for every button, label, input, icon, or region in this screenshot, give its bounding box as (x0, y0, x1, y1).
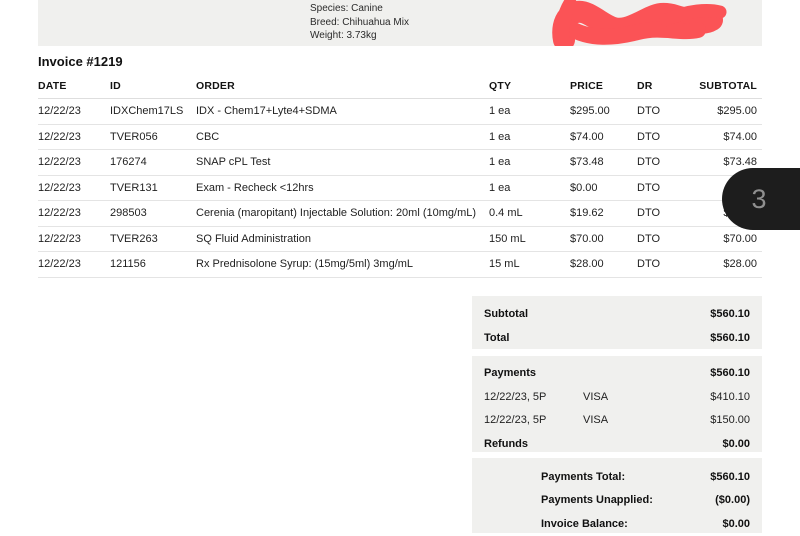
cell-qty: 15 mL (489, 251, 570, 278)
patient-info-band: Species: Canine Breed: Chihuahua Mix Wei… (38, 0, 762, 46)
cell-dr: DTO (637, 251, 699, 278)
cell-order: SNAP cPL Test (196, 149, 489, 176)
payments-unapplied-label: Payments Unapplied: (541, 494, 653, 507)
cell-id: 298503 (110, 200, 196, 227)
cell-subtotal: $70.00 (699, 226, 762, 252)
cell-qty: 1 ea (489, 98, 570, 125)
total-label: Total (484, 332, 510, 344)
table-row: 12/22/23 121156 Rx Prednisolone Syrup: (… (38, 251, 762, 278)
payments-value: $560.10 (710, 367, 750, 379)
cell-dr: DTO (637, 98, 699, 125)
cell-id: TVER056 (110, 124, 196, 150)
table-row: 12/22/23 TVER131 Exam - Recheck <12hrs 1… (38, 175, 762, 201)
cell-qty: 1 ea (489, 124, 570, 150)
cell-id: TVER131 (110, 175, 196, 201)
col-header-price: PRICE (570, 76, 637, 99)
col-header-dr: DR (637, 76, 699, 99)
refunds-label: Refunds (484, 438, 528, 450)
page-badge[interactable]: 3 (722, 168, 800, 230)
payment-date: 12/22/23, 5P (484, 390, 547, 403)
cell-dr: DTO (637, 149, 699, 176)
cell-order: IDX - Chem17+Lyte4+SDMA (196, 98, 489, 125)
payment-entry: 12/22/23, 5P VISA $410.10 (484, 385, 750, 409)
payment-entry: 12/22/23, 5P VISA $150.00 (484, 409, 750, 433)
cell-subtotal: $28.00 (699, 251, 762, 278)
balance-box: Payments Total: $560.10 Payments Unappli… (472, 458, 762, 533)
subtotal-value: $560.10 (710, 308, 750, 320)
payments-box: Payments $560.10 12/22/23, 5P VISA $410.… (472, 356, 762, 452)
cell-id: TVER263 (110, 226, 196, 252)
col-header-id: ID (110, 76, 196, 99)
cell-id: 176274 (110, 149, 196, 176)
cell-price: $0.00 (570, 175, 637, 201)
payments-total-value: $560.10 (710, 470, 750, 483)
cell-date: 12/22/23 (38, 124, 110, 150)
col-header-qty: QTY (489, 76, 570, 99)
cell-subtotal: $295.00 (699, 98, 762, 125)
cell-qty: 1 ea (489, 175, 570, 201)
payment-amount: $410.10 (710, 390, 750, 403)
table-row: 12/22/23 TVER263 SQ Fluid Administration… (38, 226, 762, 252)
col-header-date: DATE (38, 76, 110, 99)
cell-date: 12/22/23 (38, 175, 110, 201)
table-header-row: DATE ID ORDER QTY PRICE DR SUBTOTAL (38, 76, 762, 99)
patient-info: Species: Canine Breed: Chihuahua Mix Wei… (310, 2, 409, 43)
cell-price: $19.62 (570, 200, 637, 227)
cell-dr: DTO (637, 200, 699, 227)
cell-order: CBC (196, 124, 489, 150)
cell-date: 12/22/23 (38, 226, 110, 252)
table-row: 12/22/23 TVER056 CBC 1 ea $74.00 DTO $74… (38, 124, 762, 150)
subtotal-label: Subtotal (484, 308, 528, 320)
cell-dr: DTO (637, 124, 699, 150)
cell-id: 121156 (110, 251, 196, 278)
cell-price: $295.00 (570, 98, 637, 125)
cell-dr: DTO (637, 175, 699, 201)
col-header-subtotal: SUBTOTAL (699, 76, 762, 99)
page-badge-number: 3 (751, 183, 767, 214)
col-header-order: ORDER (196, 76, 489, 99)
cell-qty: 1 ea (489, 149, 570, 176)
cell-date: 12/22/23 (38, 200, 110, 227)
table-row: 12/22/23 298503 Cerenia (maropitant) Inj… (38, 200, 762, 227)
cell-id: IDXChem17LS (110, 98, 196, 125)
cell-order: Exam - Recheck <12hrs (196, 175, 489, 201)
cell-date: 12/22/23 (38, 251, 110, 278)
cell-qty: 150 mL (489, 226, 570, 252)
cell-order: Rx Prednisolone Syrup: (15mg/5ml) 3mg/mL (196, 251, 489, 278)
payment-method: VISA (583, 390, 609, 403)
invoice-balance-label: Invoice Balance: (541, 517, 628, 530)
table-row: 12/22/23 IDXChem17LS IDX - Chem17+Lyte4+… (38, 98, 762, 125)
table-row: 12/22/23 176274 SNAP cPL Test 1 ea $73.4… (38, 149, 762, 176)
invoice-balance-value: $0.00 (722, 517, 750, 530)
cell-order: SQ Fluid Administration (196, 226, 489, 252)
cell-price: $70.00 (570, 226, 637, 252)
payment-amount: $150.00 (710, 414, 750, 427)
redaction-scribble-icon (552, 0, 727, 46)
patient-breed: Breed: Chihuahua Mix (310, 16, 409, 28)
refunds-value: $0.00 (722, 438, 750, 450)
invoice-table: DATE ID ORDER QTY PRICE DR SUBTOTAL 12/2… (38, 76, 762, 278)
cell-price: $28.00 (570, 251, 637, 278)
total-value: $560.10 (710, 332, 750, 344)
payments-unapplied-value: ($0.00) (715, 494, 750, 507)
patient-species: Species: Canine (310, 3, 383, 14)
payment-date: 12/22/23, 5P (484, 414, 547, 427)
cell-dr: DTO (637, 226, 699, 252)
totals-box: Subtotal $560.10 Total $560.10 (472, 296, 762, 349)
payment-method: VISA (583, 414, 609, 427)
cell-date: 12/22/23 (38, 149, 110, 176)
cell-price: $73.48 (570, 149, 637, 176)
payments-label: Payments (484, 367, 536, 379)
cell-qty: 0.4 mL (489, 200, 570, 227)
cell-subtotal: $74.00 (699, 124, 762, 150)
payments-total-label: Payments Total: (541, 470, 626, 483)
cell-price: $74.00 (570, 124, 637, 150)
cell-order: Cerenia (maropitant) Injectable Solution… (196, 200, 489, 227)
patient-weight: Weight: 3.73kg (310, 30, 377, 41)
invoice-title: Invoice #1219 (38, 54, 123, 69)
cell-date: 12/22/23 (38, 98, 110, 125)
